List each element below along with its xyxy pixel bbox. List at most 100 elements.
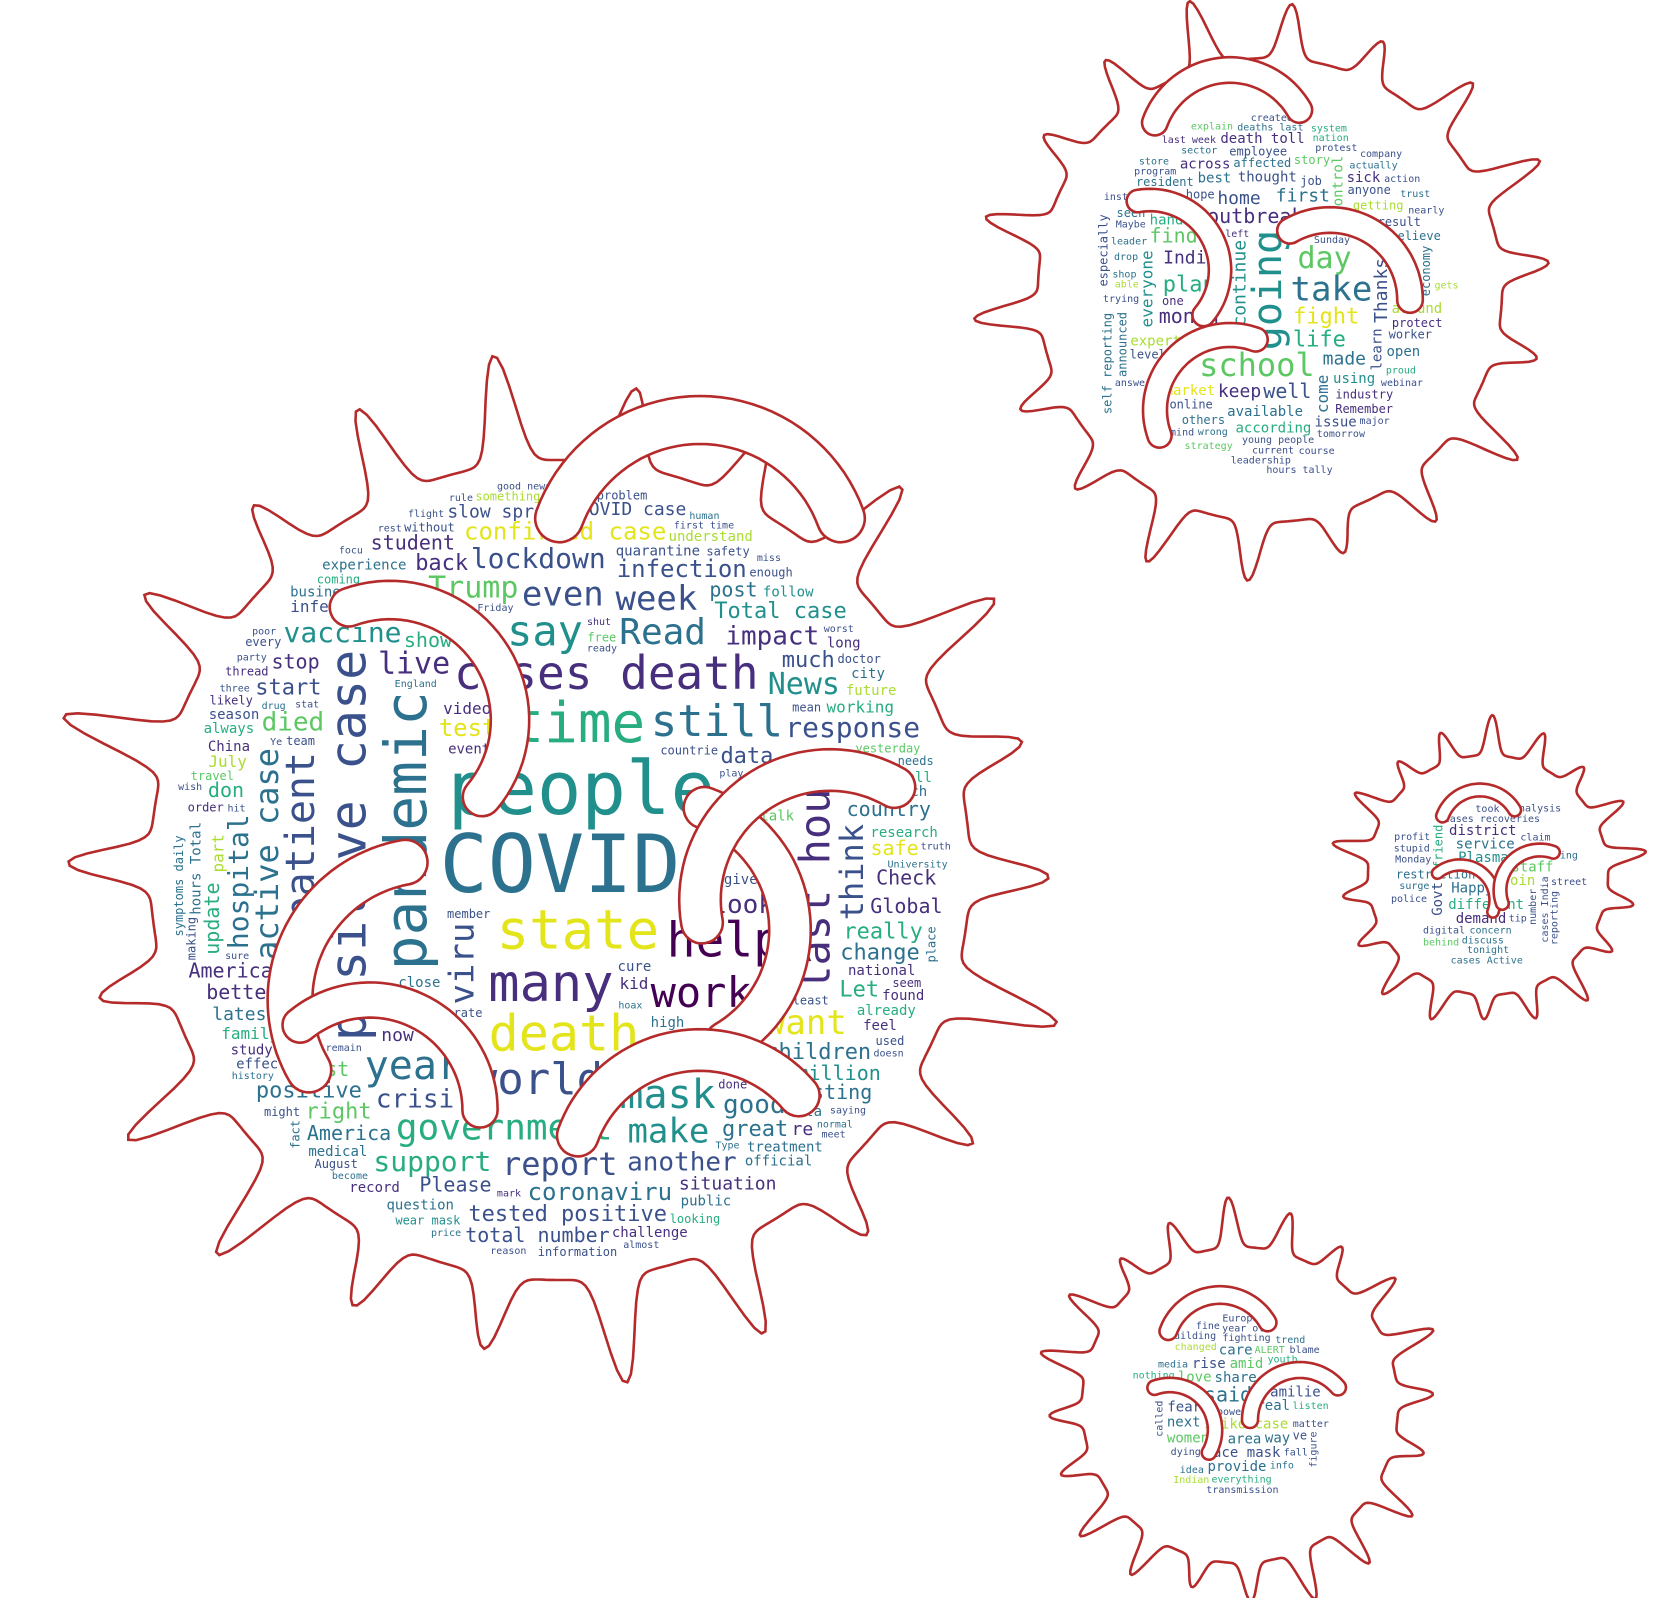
cloud-word: part [208,834,227,873]
cloud-word: don [208,778,244,802]
cloud-word: stat [295,700,319,711]
cloud-word: likely [210,693,253,707]
cloud-word: keep [1218,381,1261,402]
cloud-word: worker [1389,327,1432,341]
cloud-word: media [1158,1360,1188,1371]
cloud-word: strategy [1185,441,1233,452]
cloud-word: bring [1548,850,1578,861]
cloud-word: needs [898,754,934,768]
virus-inner-curve [1140,55,1314,137]
cloud-word: leader [1111,236,1147,247]
cloud-word: change [840,941,919,966]
cloud-word: student [371,531,455,555]
cloud-word: might [264,1105,300,1119]
cloud-word: Type [715,1140,739,1151]
cloud-word: support [373,1145,491,1178]
cloud-word: close [398,975,440,991]
virus-inner-curve [533,394,867,544]
cloud-word: discuss [1462,936,1504,947]
virus-outline-br [1039,1196,1435,1598]
cloud-word: gets [1435,281,1459,292]
cloud-word: story [1294,153,1330,167]
virus-inner-curve [1141,321,1269,449]
cloud-word: others [1182,413,1225,427]
cloud-word: Total case [714,599,846,624]
cloud-word: ready [587,643,617,654]
cloud-word: travel [191,769,234,783]
cloud-word: another [627,1147,737,1177]
cloud-word: already [857,1003,916,1019]
cloud-word: record [349,1180,400,1196]
cloud-word: care [1219,1342,1253,1358]
cloud-word: across [1180,156,1231,172]
cloud-word: situation [679,1174,777,1195]
cloud-word: year old [1222,1323,1270,1334]
cloud-word: nation [1313,133,1349,144]
cloud-word: idea [1180,1465,1204,1476]
cloud-word: cure [618,959,652,975]
cloud-word: miss [757,553,781,564]
cloud-word: Check [876,866,936,890]
cloud-word: national [848,963,915,979]
cloud-word: mean [792,701,821,715]
cloud-word: normal [817,1120,853,1131]
cloud-word: report [502,1145,618,1183]
cloud-word: street [1551,877,1587,888]
cloud-word: transmission [1206,1485,1278,1496]
cloud-word: even [522,574,604,614]
cloud-word: listen [1293,1401,1329,1412]
cloud-word: really [843,919,922,944]
cloud-word: order [188,800,224,814]
cloud-word: open [1387,344,1421,360]
cloud-word: current [1252,445,1294,456]
cloud-word: history [232,1071,274,1082]
cloud-word: profit [1394,832,1430,843]
cloud-word: Remember [1335,402,1393,416]
cloud-word: behind [1423,938,1459,949]
cloud-word: every [245,635,281,649]
cloud-word: always [204,721,255,737]
cloud-word: webinar [1381,378,1423,389]
cloud-word: cases India [1540,876,1551,942]
cloud-word: thought [1238,170,1297,186]
cloud-word: experience [322,558,406,574]
cloud-word: follow [763,585,814,601]
cloud-word: ALERT [1255,1345,1285,1356]
virus-inner-curve [1240,1360,1348,1430]
cloud-word: price [431,1228,461,1239]
cloud-word: something [475,490,540,504]
cloud-word: right [305,1099,371,1124]
cloud-word: high [651,1015,685,1031]
cloud-word: challenge [612,1225,688,1241]
cloud-word: working [827,697,894,716]
cloud-word: ve [1293,1428,1307,1442]
cloud-word: many [488,954,613,1014]
cloud-word: understand [669,529,753,545]
cloud-word: poor [252,627,276,638]
cloud-word: time [510,691,645,756]
cloud-word: August [314,1157,357,1171]
cloud-word: active case [248,748,286,960]
cloud-word: public [681,1194,732,1210]
cloud-word: start [255,676,321,701]
cloud-word: kid [619,974,648,993]
cloud-word: Maybe [1116,219,1146,230]
cloud-word: coming [317,573,360,587]
cloud-word: mark [497,1189,521,1200]
cloud-word: doctor [837,652,880,666]
cloud-word: treatment [747,1140,823,1156]
cloud-word: matter [1293,1419,1329,1430]
cloud-word: still [651,696,783,747]
cloud-word: according [1236,420,1312,436]
cloud-word: positive case [319,650,377,1041]
cloud-word: answer [1115,378,1151,389]
cloud-word: control [1330,156,1346,215]
cloud-word: team [286,734,315,748]
cloud-word: now [381,1025,414,1046]
cloud-word: COVID case [578,499,686,520]
cloud-word: trend [1275,1335,1305,1346]
cloud-word: used [875,1034,904,1048]
cloud-word: shut [587,617,611,628]
cloud-word: update [200,882,224,954]
cloud-word: truth [921,842,951,853]
